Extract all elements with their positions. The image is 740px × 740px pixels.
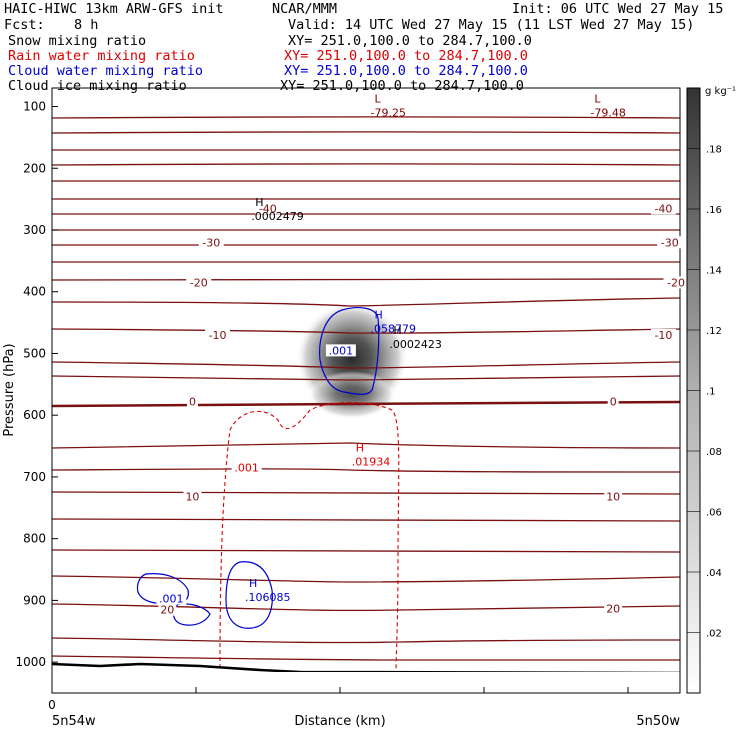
y-tick-label: 200	[23, 161, 46, 175]
field-name-rain: Rain water mixing ratio	[8, 48, 195, 64]
colorbar-tick-label: .16	[706, 205, 722, 216]
extremum-marker: H	[375, 309, 383, 322]
field-xy-cloud-ice: XY= 251.0,100.0 to 284.7,100.0	[280, 78, 524, 94]
contour-value-label: .001	[329, 344, 354, 357]
temperature-label-bg	[657, 236, 683, 249]
temperature-label-bg	[183, 490, 202, 503]
y-tick-label: 500	[23, 346, 46, 360]
extremum-marker: H	[393, 324, 401, 337]
y-axis: 100 200 300 400 500 600 700 800 900 1000	[15, 100, 58, 669]
colorbar-tick-label: .18	[706, 145, 722, 156]
colorbar-tick-label: .12	[706, 326, 722, 337]
temperature-label: 10	[606, 491, 620, 504]
plot-frame	[51, 87, 681, 694]
colorbar-ticks: .02 .04 .06 .08 .1 .12 .14 .16 .18	[687, 145, 722, 640]
contour-value-label: .001	[234, 462, 259, 475]
extremum-marker: L	[375, 93, 382, 106]
temperature-label: -40	[259, 202, 277, 215]
field-xy-snow: XY= 251.0,100.0 to 284.7,100.0	[288, 33, 532, 49]
forecast-hour: 8 h	[74, 17, 99, 33]
extremum-value: -79.48	[590, 107, 625, 120]
forecast-label: Fcst:	[4, 17, 45, 33]
field-name-snow: Snow mixing ratio	[8, 33, 147, 49]
temperature-label: -10	[209, 329, 227, 342]
y-tick-label: 800	[23, 532, 46, 546]
terrain-line	[52, 662, 680, 675]
contour-label-bg	[231, 461, 262, 474]
temperature-label-bg	[604, 490, 623, 503]
colorbar-tick-label: .14	[706, 266, 722, 277]
colorbar-tick-label: .08	[706, 447, 722, 458]
temperature-label: -10	[654, 329, 672, 342]
extremum-marker: L	[594, 93, 601, 106]
rain-water-contour	[219, 401, 400, 673]
extremum-value: .0002423	[389, 338, 442, 351]
extremum-value: .106085	[245, 591, 291, 604]
y-tick-label: 1000	[15, 655, 46, 669]
temperature-label-bg	[650, 328, 676, 341]
y-tick-label: 900	[23, 593, 46, 607]
temperature-label: 20	[606, 602, 620, 615]
y-tick-label: 700	[23, 470, 46, 484]
temperature-label-bg	[607, 395, 619, 408]
temperature-label-bg	[186, 395, 198, 408]
extremum-value: .01934	[352, 455, 391, 468]
temperature-label: 0	[189, 396, 196, 409]
temperature-label-bg	[205, 328, 231, 341]
extremum-value: .058779	[371, 323, 417, 336]
temperature-label-bg	[663, 276, 689, 289]
y-tick-label: 300	[23, 223, 46, 237]
extremum-value: -79.25	[371, 107, 406, 120]
field-xy-cloud-water: XY= 251.0,100.0 to 284.7,100.0	[284, 63, 528, 79]
field-xy-rain: XY= 251.0,100.0 to 284.7,100.0	[284, 48, 528, 64]
temperature-label: 20	[160, 604, 174, 617]
freezing-level-contour	[52, 400, 680, 408]
init-time: Init: 06 UTC Wed 27 May 15	[512, 1, 724, 17]
y-tick-label: 400	[23, 285, 46, 299]
temperature-label: -30	[202, 236, 220, 249]
temperature-label: 0	[610, 396, 617, 409]
colorbar-tick-label: .06	[706, 508, 722, 519]
snow-mixing-ratio-shading-lower	[308, 371, 396, 419]
temperature-label: 10	[185, 491, 199, 504]
y-axis-label: Pressure (hPa)	[2, 343, 17, 436]
temperature-label-bg	[255, 202, 281, 215]
valid-time: Valid: 14 UTC Wed 27 May 15 (11 LST Wed …	[288, 17, 695, 33]
temperature-label-bg	[604, 602, 623, 615]
colorbar-tick-label: .02	[706, 629, 722, 640]
temperature-label-bg	[158, 603, 177, 616]
colorbar-tick-label: .1	[706, 387, 716, 398]
temperature-label-bg	[186, 276, 212, 289]
field-name-cloud-water: Cloud water mixing ratio	[8, 63, 204, 79]
temperature-label: -30	[661, 236, 679, 249]
y-tick-label: 100	[23, 100, 46, 114]
colorbar-unit: g kg⁻¹	[705, 86, 736, 97]
x-end-label-right: 5n50w	[636, 714, 680, 729]
colorbar-tick-label: .04	[706, 568, 722, 579]
x-tick-label-zero: 0	[48, 698, 56, 712]
field-name-cloud-ice: Cloud ice mixing ratio	[8, 78, 187, 94]
org-label: NCAR/MMM	[272, 1, 338, 17]
contour-value-label: .001	[159, 593, 184, 606]
extremum-marker: H	[356, 441, 364, 454]
temperature-label-bg	[650, 202, 676, 215]
temperature-label-bg	[198, 236, 224, 249]
contour-label-bg	[156, 592, 187, 605]
model-title: HAIC-HIWC 13km ARW-GFS init	[4, 1, 224, 17]
extremum-marker: H	[255, 196, 263, 209]
contour-label-bg	[325, 344, 356, 357]
extremum-value: .0002479	[251, 210, 303, 223]
x-axis-label: Distance (km)	[294, 714, 385, 729]
y-tick-label: 600	[23, 408, 46, 422]
x-axis-ticks	[195, 687, 629, 693]
temperature-label: -20	[667, 276, 685, 289]
temperature-label: -40	[654, 202, 672, 215]
extremum-marker: H	[249, 577, 257, 590]
temperature-label: -20	[190, 276, 208, 289]
x-end-label-left: 5n54w	[52, 714, 96, 729]
